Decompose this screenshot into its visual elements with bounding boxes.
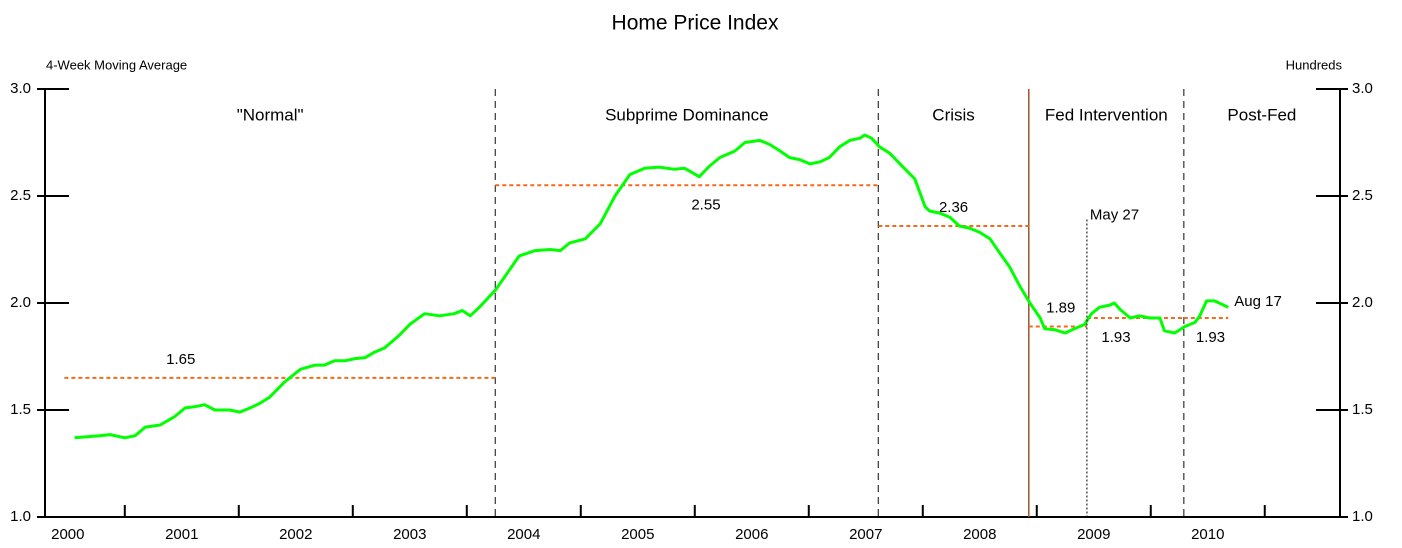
x-tick-label: 2003 (393, 526, 426, 543)
y2-tick-label: 1.5 (1352, 401, 1373, 418)
mean-label: 1.93 (1196, 329, 1225, 346)
x-tick-label: 2000 (51, 526, 84, 543)
y-axis-label: 4-Week Moving Average (46, 57, 187, 72)
mean-label: 1.65 (166, 351, 195, 368)
annotation: May 27 (1090, 207, 1139, 224)
period-label: "Normal" (237, 105, 304, 124)
x-tick-label: 2005 (621, 526, 654, 543)
series-line (74, 133, 1229, 440)
period-label: Fed Intervention (1045, 105, 1168, 124)
x-tick-label: 2010 (1191, 526, 1224, 543)
mean-label: 2.55 (691, 196, 720, 213)
y-tick-label: 2.0 (10, 294, 31, 311)
chart-title: Home Price Index (612, 12, 779, 35)
x-tick-label: 2006 (735, 526, 768, 543)
period-label: Post-Fed (1227, 105, 1296, 124)
y2-axis-label: Hundreds (1286, 57, 1343, 72)
y-tick-label: 1.5 (10, 401, 31, 418)
y-tick-label: 3.0 (10, 80, 31, 97)
y2-tick-label: 2.5 (1352, 187, 1373, 204)
mean-label: 1.93 (1101, 329, 1130, 346)
x-tick-label: 2007 (849, 526, 882, 543)
x-tick-label: 2001 (165, 526, 198, 543)
y-tick-label: 1.0 (10, 508, 31, 525)
x-tick-label: 2009 (1077, 526, 1110, 543)
annotation: Aug 17 (1234, 293, 1282, 310)
y-tick-label: 2.5 (10, 187, 31, 204)
mean-label: 2.36 (939, 199, 968, 216)
y2-tick-label: 3.0 (1352, 80, 1373, 97)
x-tick-label: 2008 (963, 526, 996, 543)
y2-tick-label: 1.0 (1352, 508, 1373, 525)
y2-tick-label: 2.0 (1352, 294, 1373, 311)
period-label: Subprime Dominance (605, 105, 768, 124)
x-tick-label: 2002 (279, 526, 312, 543)
period-label: Crisis (932, 105, 975, 124)
mean-label: 1.89 (1046, 300, 1075, 317)
x-tick-label: 2004 (507, 526, 540, 543)
